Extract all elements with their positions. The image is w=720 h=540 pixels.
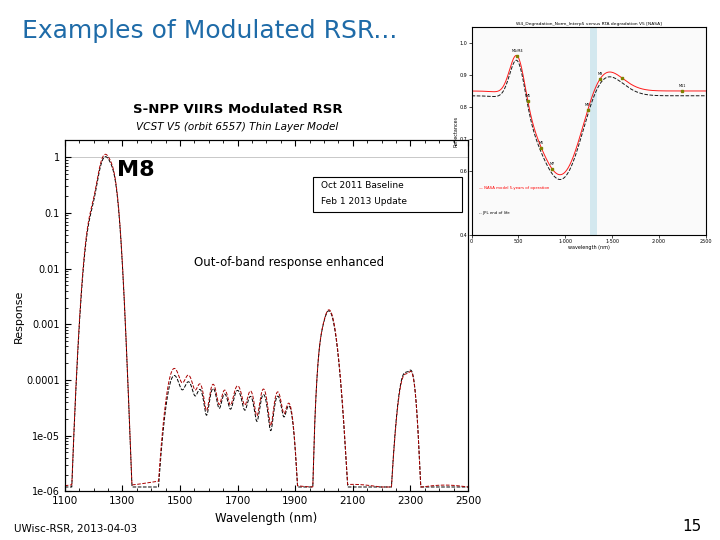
Text: S-NPP VIIRS Modulated RSR: S-NPP VIIRS Modulated RSR bbox=[132, 103, 343, 116]
Text: — NASA model 5-years of operation: — NASA model 5-years of operation bbox=[479, 186, 549, 190]
Title: W4_Degradation_Norm_Interp5 versus RTA degradation V5 [NASA]: W4_Degradation_Norm_Interp5 versus RTA d… bbox=[516, 22, 662, 26]
FancyBboxPatch shape bbox=[312, 177, 462, 212]
Y-axis label: Response: Response bbox=[14, 289, 24, 342]
X-axis label: Wavelength (nm): Wavelength (nm) bbox=[215, 512, 318, 525]
Text: Examples of Modulated RSR...: Examples of Modulated RSR... bbox=[22, 19, 397, 43]
Text: M8: M8 bbox=[117, 160, 155, 180]
Text: VCST V5 (orbit 6557) Thin Layer Model: VCST V5 (orbit 6557) Thin Layer Model bbox=[137, 122, 338, 132]
Text: Out-of-band response enhanced: Out-of-band response enhanced bbox=[194, 256, 384, 269]
Text: M1/M4: M1/M4 bbox=[512, 49, 523, 53]
Text: Oct 2011 Baseline: Oct 2011 Baseline bbox=[321, 181, 404, 190]
Text: -- JPL end of life: -- JPL end of life bbox=[479, 211, 509, 215]
Text: 15: 15 bbox=[683, 518, 702, 534]
Text: UWisc-RSR, 2013-04-03: UWisc-RSR, 2013-04-03 bbox=[14, 523, 138, 534]
Text: M7: M7 bbox=[549, 163, 555, 166]
Text: M8: M8 bbox=[585, 103, 590, 107]
X-axis label: wavelength (nm): wavelength (nm) bbox=[567, 246, 610, 251]
Text: M9: M9 bbox=[598, 72, 603, 76]
Bar bbox=[590, 27, 597, 235]
Text: M6: M6 bbox=[539, 141, 544, 145]
Text: M11: M11 bbox=[678, 84, 686, 88]
Y-axis label: Reflectances: Reflectances bbox=[454, 116, 459, 146]
Text: Feb 1 2013 Update: Feb 1 2013 Update bbox=[321, 197, 407, 206]
Text: M5: M5 bbox=[525, 94, 531, 98]
